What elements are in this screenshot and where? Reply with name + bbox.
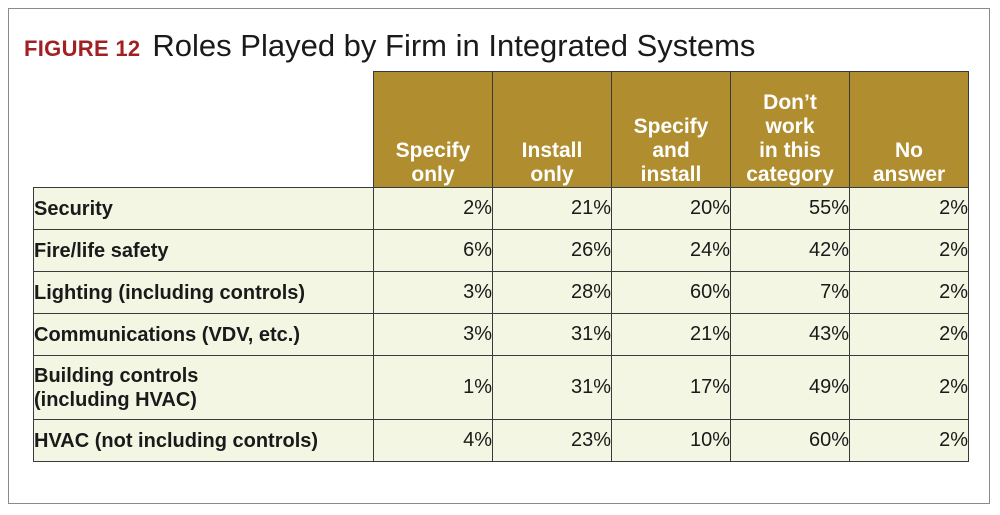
row-label: HVAC (not including controls) xyxy=(33,419,374,462)
table-cell: 2% xyxy=(849,229,969,272)
column-header: Specify and install xyxy=(611,71,731,188)
row-label: Security xyxy=(33,187,374,230)
column-header-line: Install xyxy=(521,139,583,162)
table-cell: 6% xyxy=(373,229,493,272)
row-label-line: Building controls xyxy=(34,364,199,387)
figure-number: FIGURE 12 xyxy=(24,36,141,61)
table-row: Building controls (including HVAC) 1% 31% 17… xyxy=(33,355,969,420)
table-cell: 17% xyxy=(611,355,731,420)
table-cell: 42% xyxy=(730,229,850,272)
table-cell: 60% xyxy=(611,271,731,314)
column-header-line: answer xyxy=(872,163,946,186)
table-row: Security 2% 21% 20% 55% 2% xyxy=(33,187,969,230)
table-cell: 60% xyxy=(730,419,850,462)
column-header-line: category xyxy=(746,163,834,186)
table-cell: 24% xyxy=(611,229,731,272)
table-cell: 10% xyxy=(611,419,731,462)
row-label-line: (including HVAC) xyxy=(34,388,197,411)
row-label-line: Lighting (including controls) xyxy=(34,281,306,304)
table-cell: 31% xyxy=(492,313,612,356)
row-label-line: HVAC (not including controls) xyxy=(34,429,319,452)
header-row: Specify only Install only Specify and install D… xyxy=(34,71,969,188)
column-header: No answer xyxy=(849,71,969,188)
row-label-line: Fire/life safety xyxy=(34,239,169,262)
row-label: Communications (VDV, etc.) xyxy=(33,313,374,356)
column-header-line: and xyxy=(652,139,690,162)
table-cell: 2% xyxy=(849,187,969,230)
column-header-line: No xyxy=(895,139,923,162)
table-cell: 20% xyxy=(611,187,731,230)
header-corner xyxy=(34,72,374,188)
table-cell: 2% xyxy=(849,419,969,462)
column-header-line: only xyxy=(411,163,455,186)
column-header-line: only xyxy=(530,163,574,186)
column-header-line: Don’t xyxy=(763,91,817,114)
table-cell: 4% xyxy=(373,419,493,462)
figure-title: Roles Played by Firm in Integrated Syste… xyxy=(152,28,756,63)
column-header-line: work xyxy=(765,115,815,138)
row-label: Lighting (including controls) xyxy=(33,271,374,314)
column-header-line: in this xyxy=(759,139,821,162)
table-cell: 7% xyxy=(730,271,850,314)
row-label: Building controls (including HVAC) xyxy=(33,355,374,420)
table-cell: 2% xyxy=(849,313,969,356)
table-cell: 3% xyxy=(373,271,493,314)
table-cell: 49% xyxy=(730,355,850,420)
table-row: Fire/life safety 6% 26% 24% 42% 2% xyxy=(33,229,969,272)
table-cell: 3% xyxy=(373,313,493,356)
table-cell: 2% xyxy=(373,187,493,230)
table-row: HVAC (not including controls) 4% 23% 10% 60%… xyxy=(33,419,969,462)
row-label-line: Security xyxy=(34,197,113,220)
column-header: Specify only xyxy=(373,71,493,188)
table-cell: 2% xyxy=(849,355,969,420)
table-cell: 28% xyxy=(492,271,612,314)
table-cell: 23% xyxy=(492,419,612,462)
table-cell: 26% xyxy=(492,229,612,272)
column-header-line: Specify xyxy=(633,115,709,138)
table-cell: 55% xyxy=(730,187,850,230)
table-cell: 21% xyxy=(492,187,612,230)
row-label-line: Communications (VDV, etc.) xyxy=(34,323,300,346)
table-cell: 43% xyxy=(730,313,850,356)
row-label: Fire/life safety xyxy=(33,229,374,272)
data-table: Specify only Install only Specify and install D… xyxy=(33,71,969,462)
column-header-line: install xyxy=(640,163,702,186)
column-header: Install only xyxy=(492,71,612,188)
table-row: Communications (VDV, etc.) 3% 31% 21% 43% 2% xyxy=(33,313,969,356)
table-cell: 31% xyxy=(492,355,612,420)
figure-title-row: FIGURE 12 Roles Played by Firm in Integr… xyxy=(24,28,755,68)
column-header: Don’t work in this category xyxy=(730,71,850,188)
table-cell: 21% xyxy=(611,313,731,356)
table-cell: 2% xyxy=(849,271,969,314)
column-header-line: Specify xyxy=(395,139,471,162)
table-row: Lighting (including controls) 3% 28% 60% 7% 2… xyxy=(33,271,969,314)
table-cell: 1% xyxy=(373,355,493,420)
